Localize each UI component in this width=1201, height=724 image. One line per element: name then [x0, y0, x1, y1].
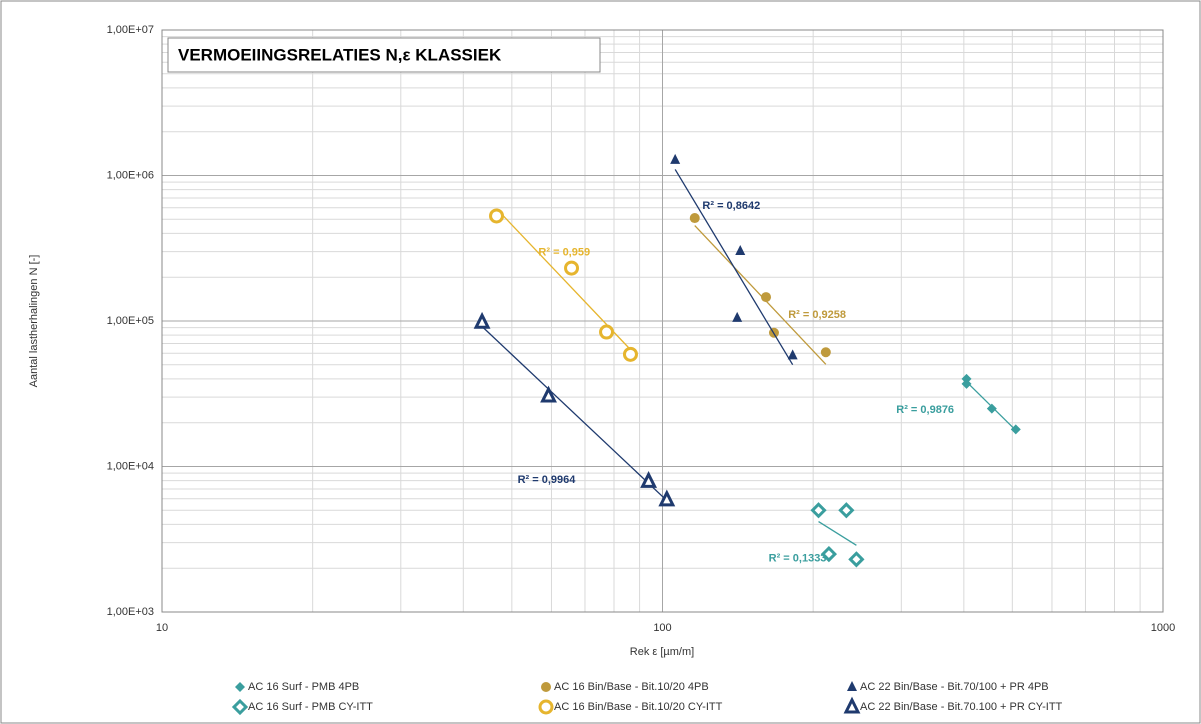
- marker: [761, 292, 772, 303]
- marker: [810, 502, 827, 519]
- plot-border: [161, 29, 1164, 613]
- grid: [161, 29, 1164, 613]
- x-tick-label: 10: [156, 622, 168, 634]
- x-tick-label: 100: [653, 622, 671, 634]
- legend-label: AC 22 Bin/Base - Bit.70/100 + PR 4PB: [860, 681, 1049, 693]
- legend-marker: [231, 698, 249, 716]
- legend-label: AC 16 Surf - PMB CY-ITT: [248, 701, 373, 713]
- legend-marker: [538, 699, 554, 715]
- legend-label: AC 16 Bin/Base - Bit.10/20 CY-ITT: [554, 701, 723, 713]
- marker: [670, 153, 681, 164]
- marker: [640, 471, 658, 488]
- trendline: [481, 326, 668, 502]
- y-tick-label: 1,00E+06: [107, 169, 154, 181]
- r2-label: R² = 0,9964: [518, 474, 577, 486]
- r2-label: R² = 0,9876: [896, 404, 954, 416]
- r2-label: R² = 0,9258: [788, 309, 846, 321]
- r2-label: R² = 0,8642: [702, 200, 760, 212]
- marker: [540, 385, 557, 403]
- marker: [838, 502, 855, 519]
- y-tick-label: 1,00E+03: [107, 606, 154, 618]
- marker: [961, 378, 972, 389]
- legend-marker: [235, 682, 245, 692]
- y-axis-label: Aantal lastherhalingen N [-]: [28, 255, 40, 388]
- r2-label: R² = 0,959: [538, 247, 590, 259]
- marker: [622, 346, 638, 362]
- x-tick-label: 1000: [1151, 622, 1175, 634]
- legend-marker: [541, 682, 551, 692]
- r2-label: R² = 0,1333: [769, 552, 827, 564]
- marker: [1010, 424, 1021, 435]
- marker: [489, 208, 505, 224]
- trendline: [674, 169, 794, 365]
- legend-label: AC 16 Surf - PMB 4PB: [248, 681, 359, 693]
- marker: [689, 213, 700, 224]
- legend-marker: [847, 681, 857, 691]
- marker: [848, 551, 865, 568]
- marker: [732, 311, 743, 322]
- legend-label: AC 22 Bin/Base - Bit.70.100 + PR CY-ITT: [860, 701, 1063, 713]
- marker: [820, 545, 838, 563]
- legend-marker: [843, 696, 861, 714]
- marker: [658, 489, 676, 507]
- marker: [735, 244, 746, 255]
- legend-label: AC 16 Bin/Base - Bit.10/20 4PB: [554, 681, 709, 693]
- marker: [473, 311, 491, 329]
- y-tick-label: 1,00E+05: [107, 315, 154, 327]
- x-axis-label: Rek ε [µm/m]: [630, 646, 694, 658]
- trendline: [818, 521, 857, 546]
- marker: [599, 324, 615, 340]
- marker: [986, 403, 997, 414]
- marker: [787, 349, 798, 360]
- trendline: [694, 225, 827, 365]
- marker: [564, 260, 580, 276]
- y-tick-label: 1,00E+07: [107, 24, 154, 36]
- y-tick-label: 1,00E+04: [107, 460, 154, 472]
- chart-title: VERMOEIINGSRELATIES N,ε KLASSIEK: [178, 45, 502, 64]
- marker: [820, 347, 831, 358]
- title-box: [167, 37, 601, 73]
